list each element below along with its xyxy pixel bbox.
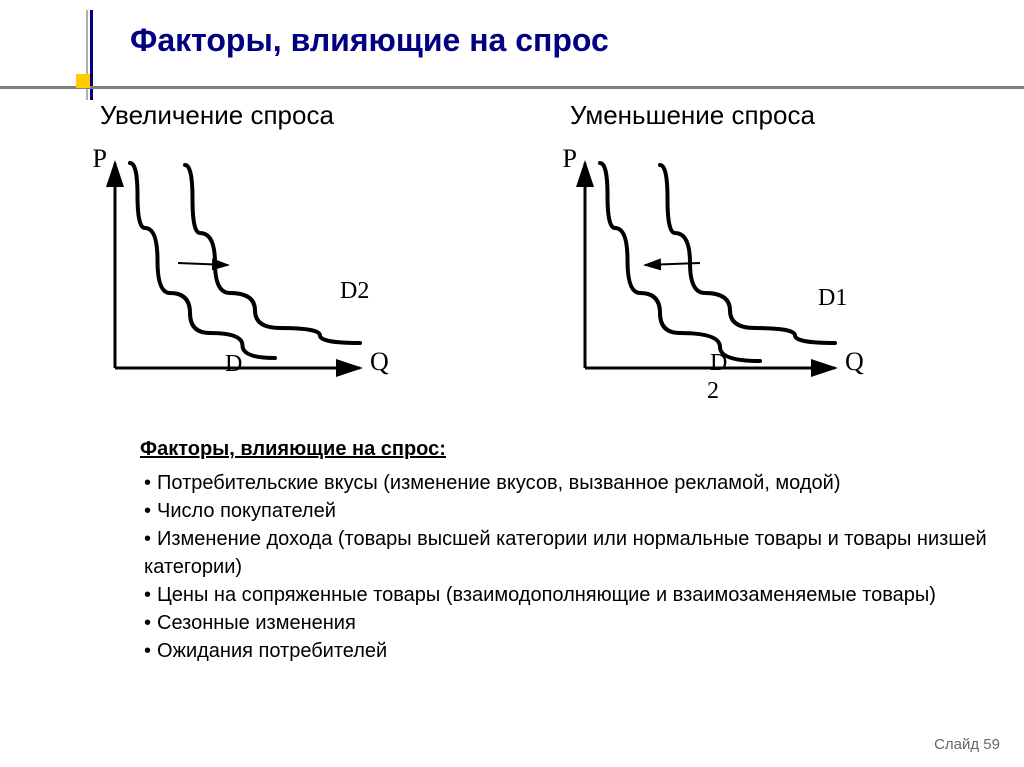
chart-caption-left: Увеличение спроса [100,100,440,131]
chart-caption-right: Уменьшение спроса [570,100,910,131]
slide-title: Факторы, влияющие на спрос [130,22,609,59]
slide-container: Факторы, влияющие на спрос Увеличение сп… [0,0,1024,767]
list-item: Потребительские вкусы (изменение вкусов,… [144,469,1024,497]
svg-text:P: P [93,144,107,173]
slide-number: Слайд 59 [934,736,1000,753]
charts-row: Увеличение спроса PQDD2 Уменьшение спрос… [60,100,980,413]
svg-text:Q: Q [370,347,389,376]
chart-increase-demand: Увеличение спроса P Q D D2 [60,100,440,413]
svg-text:D: D [225,351,242,377]
list-item: Цены на сопряженные товары (взаимодополн… [144,581,1024,609]
list-item: Изменение дохода (товары высшей категори… [144,525,1024,581]
demand-decrease-svg: P Q D1 D2 [530,133,890,413]
header-horz-line [0,86,1024,89]
factors-heading: Факторы, влияющие на спрос: [140,435,1024,463]
header-square [76,74,90,88]
factors-section: Факторы, влияющие на спрос: Потребительс… [140,435,1024,665]
demand-increase-svg: P Q D D2 [60,133,420,413]
svg-text:2: 2 [707,378,719,404]
chart-decrease-demand: Уменьшение спроса P Q D1 D2 [530,100,910,413]
list-item: Ожидания потребителей [144,637,1024,665]
list-item: Число покупателей [144,497,1024,525]
factors-list: Потребительские вкусы (изменение вкусов,… [140,469,1024,665]
svg-text:D: D [710,350,727,376]
list-item: Сезонные изменения [144,609,1024,637]
svg-text:Q: Q [845,347,864,376]
svg-text:D2: D2 [340,278,369,304]
svg-text:D1: D1 [818,285,847,311]
svg-text:P: P [563,144,577,173]
